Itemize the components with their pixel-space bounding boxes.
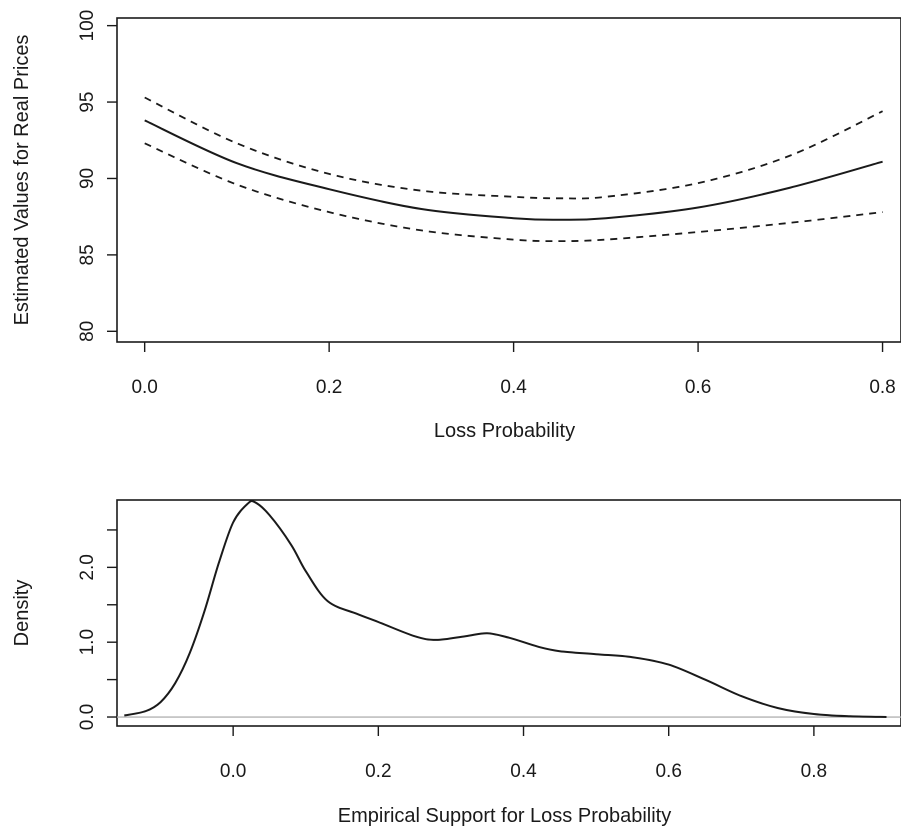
y-tick-label: 2.0	[77, 554, 98, 580]
y-tick-label: 100	[77, 10, 98, 42]
y-axis-label: Estimated Values for Real Prices	[11, 35, 33, 326]
y-tick-label: 1.0	[77, 629, 98, 655]
x-tick-label: 0.8	[801, 761, 827, 782]
x-axis-label: Empirical Support for Loss Probability	[338, 805, 671, 827]
plot-area	[144, 96, 883, 243]
y-axis: 0.0 1.0 2.0	[77, 529, 117, 730]
x-tick-label: 0.4	[510, 761, 537, 782]
upper-band-line	[144, 96, 883, 200]
density-curve	[124, 500, 887, 718]
x-axis: 0.0 0.2 0.4 0.6 0.8	[131, 342, 896, 398]
x-tick-label: 0.0	[220, 761, 246, 782]
plot-area	[117, 500, 901, 718]
y-tick-label: 0.0	[77, 704, 98, 730]
y-tick-label: 90	[77, 168, 98, 189]
x-axis-label: Loss Probability	[434, 420, 575, 442]
x-tick-label: 0.8	[869, 377, 895, 398]
fitted-line	[144, 119, 883, 221]
y-axis-label: Density	[11, 580, 33, 647]
x-tick-label: 0.4	[500, 377, 527, 398]
y-tick-label: 80	[77, 321, 98, 342]
x-tick-label: 0.6	[685, 377, 711, 398]
y-axis: 80 85 90 95 100	[77, 10, 117, 342]
plot-frame	[116, 499, 901, 727]
y-tick-label: 95	[77, 91, 98, 112]
x-tick-label: 0.6	[655, 761, 681, 782]
loss-probability-fit-chart: 0.0 0.2 0.4 0.6 0.8 80 85 90 95 100 Loss Probabi…	[11, 10, 901, 442]
x-axis: 0.0 0.2 0.4 0.6 0.8	[220, 726, 827, 782]
density-chart: 0.0 0.2 0.4 0.6 0.8 0.0 1.0 2.0 Empirical Supp…	[11, 499, 901, 827]
x-tick-label: 0.0	[131, 377, 157, 398]
plot-frame	[116, 17, 901, 343]
x-tick-label: 0.2	[316, 377, 342, 398]
x-tick-label: 0.2	[365, 761, 391, 782]
lower-band-line	[144, 142, 883, 243]
y-tick-label: 85	[77, 244, 98, 265]
